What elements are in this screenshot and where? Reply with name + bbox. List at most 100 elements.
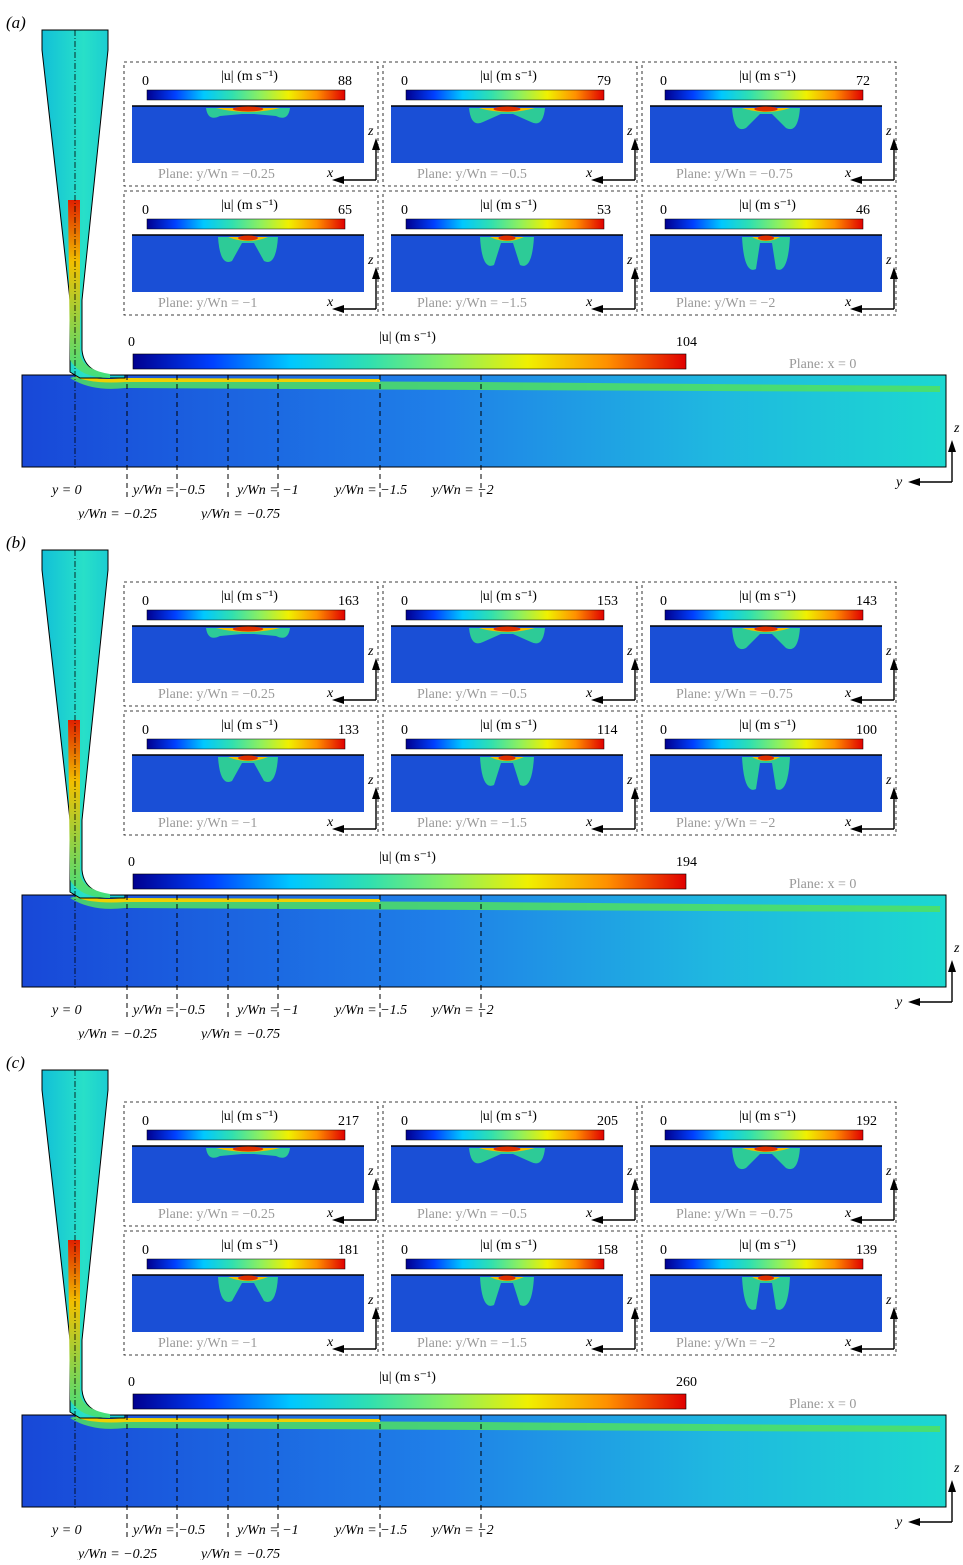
station-label-low: y/Wn = −0.25 <box>76 1027 157 1040</box>
inset-colorbar-max: 153 <box>597 594 618 609</box>
inset-colorbar <box>146 1258 346 1270</box>
inset-plane-label: Plane: y/Wn = −2 <box>676 816 775 831</box>
inset-h-arrowhead <box>332 176 344 184</box>
inset-axis-x: x <box>844 295 852 310</box>
inset-colorbar-min: 0 <box>401 1114 408 1129</box>
inset-2: 0 |u| (m s⁻¹) 79 Plane: y/Wn = −0.5 z x <box>382 61 639 187</box>
inset-z-arrowhead <box>890 138 898 150</box>
inset-axis-z: z <box>367 124 374 139</box>
inset-axis-z: z <box>367 773 374 788</box>
panel-label: (c) <box>6 1053 25 1072</box>
inset-field <box>650 626 882 683</box>
inset-plane-label: Plane: y/Wn = −0.5 <box>417 687 527 702</box>
main-axis-z: z <box>953 421 960 436</box>
inset-1: 0 |u| (m s⁻¹) 163 Plane: y/Wn = −0.25 z x <box>123 581 380 707</box>
station-label: y/Wn = −2 <box>430 1523 494 1538</box>
panel-a: (a) 0 |u| (m s⁻¹) 104 Plane: x = 0 y = 0 y/Wn … <box>0 0 963 522</box>
inset-z-arrowhead <box>631 1307 639 1319</box>
inset-h-arrowhead <box>332 1216 344 1224</box>
inset-axis-x: x <box>844 815 852 830</box>
inset-plane-label: Plane: y/Wn = −1 <box>158 1336 257 1351</box>
inset-field <box>391 1275 623 1332</box>
inset-colorbar-min: 0 <box>142 1243 149 1258</box>
inset-jet-plume <box>218 757 278 782</box>
inset-colorbar-title: |u| (m s⁻¹) <box>739 1238 796 1253</box>
inset-jet-plume <box>732 108 800 130</box>
inset-axis-x: x <box>585 686 593 701</box>
inset-2: 0 |u| (m s⁻¹) 205 Plane: y/Wn = −0.5 z x <box>382 1101 639 1227</box>
station-label: y/Wn = −0.5 <box>131 483 205 498</box>
inset-z-arrowhead <box>631 1178 639 1190</box>
inset-1: 0 |u| (m s⁻¹) 217 Plane: y/Wn = −0.25 z x <box>123 1101 380 1227</box>
inset-colorbar <box>664 218 864 230</box>
inset-axis-z: z <box>626 644 633 659</box>
station-label: y/Wn = −2 <box>430 483 494 498</box>
inset-colorbar-max: 192 <box>856 1114 877 1129</box>
inset-colorbar-min: 0 <box>142 594 149 609</box>
inset-colorbar-title: |u| (m s⁻¹) <box>739 589 796 604</box>
inset-colorbar-max: 143 <box>856 594 877 609</box>
main-plane-label: Plane: x = 0 <box>789 357 856 372</box>
inset-z-arrowhead <box>631 138 639 150</box>
inset-axis-x: x <box>326 686 334 701</box>
inset-3: 0 |u| (m s⁻¹) 192 Plane: y/Wn = −0.75 z x <box>641 1101 898 1227</box>
inset-z-arrowhead <box>631 267 639 279</box>
inset-axis-x: x <box>844 686 852 701</box>
inset-5: 0 |u| (m s⁻¹) 53 Plane: y/Wn = −1.5 z x <box>382 190 639 316</box>
main-colorbar-max: 194 <box>676 855 697 870</box>
inset-axis-x: x <box>844 1335 852 1350</box>
station-label: y/Wn = −0.5 <box>131 1003 205 1018</box>
inset-colorbar <box>405 89 605 101</box>
station-label-low: y/Wn = −0.25 <box>76 1547 157 1560</box>
inset-h-arrowhead <box>850 1345 862 1353</box>
inset-colorbar-min: 0 <box>401 594 408 609</box>
main-colorbar-min: 0 <box>128 1375 135 1390</box>
inset-axis-x: x <box>326 295 334 310</box>
main-z-arrowhead <box>948 440 956 452</box>
inset-colorbar-min: 0 <box>401 74 408 89</box>
main-colorbar-title: |u| (m s⁻¹) <box>379 330 436 345</box>
inset-colorbar-title: |u| (m s⁻¹) <box>221 1109 278 1124</box>
inset-colorbar-min: 0 <box>142 74 149 89</box>
inset-colorbar <box>146 609 346 621</box>
inset-field <box>132 1146 364 1203</box>
inset-plane-label: Plane: y/Wn = −1.5 <box>417 296 527 311</box>
nozzle-jet <box>68 720 110 898</box>
panel-b: (b) 0 |u| (m s⁻¹) 194 Plane: x = 0 y = 0 y/Wn … <box>0 520 963 1042</box>
inset-colorbar-title: |u| (m s⁻¹) <box>480 718 537 733</box>
wall-jet-layer <box>70 375 940 392</box>
inset-colorbar-title: |u| (m s⁻¹) <box>739 718 796 733</box>
inset-jet-plume <box>469 1148 545 1164</box>
inset-colorbar-max: 217 <box>338 1114 359 1129</box>
main-h-arrowhead <box>908 998 920 1006</box>
inset-colorbar <box>146 89 346 101</box>
inset-axis-x: x <box>326 166 334 181</box>
inset-colorbar-min: 0 <box>142 723 149 738</box>
inset-colorbar <box>664 1258 864 1270</box>
inset-axis-x: x <box>585 815 593 830</box>
main-axis-y: y <box>894 475 903 490</box>
inset-4: 0 |u| (m s⁻¹) 65 Plane: y/Wn = −1 z x <box>123 190 380 316</box>
inset-plane-label: Plane: y/Wn = −0.75 <box>676 1207 793 1222</box>
inset-axis-z: z <box>885 253 892 268</box>
inset-colorbar-max: 65 <box>338 203 352 218</box>
inset-h-arrowhead <box>591 176 603 184</box>
station-label: y/Wn = −1.5 <box>333 1523 407 1538</box>
inset-axis-x: x <box>844 166 852 181</box>
inset-6: 0 |u| (m s⁻¹) 100 Plane: y/Wn = −2 z x <box>641 710 898 836</box>
inset-colorbar-title: |u| (m s⁻¹) <box>480 589 537 604</box>
inset-axis-z: z <box>626 253 633 268</box>
main-h-arrowhead <box>908 478 920 486</box>
inset-jet-plume <box>469 108 545 124</box>
inset-colorbar-max: 181 <box>338 1243 359 1258</box>
inset-h-arrowhead <box>591 305 603 313</box>
inset-colorbar <box>664 89 864 101</box>
inset-z-arrowhead <box>631 787 639 799</box>
inset-h-arrowhead <box>850 305 862 313</box>
inset-colorbar-min: 0 <box>660 1243 667 1258</box>
inset-h-arrowhead <box>850 1216 862 1224</box>
inset-jet-plume <box>218 237 278 262</box>
inset-colorbar-max: 163 <box>338 594 359 609</box>
inset-colorbar-min: 0 <box>401 203 408 218</box>
inset-axis-z: z <box>367 1293 374 1308</box>
